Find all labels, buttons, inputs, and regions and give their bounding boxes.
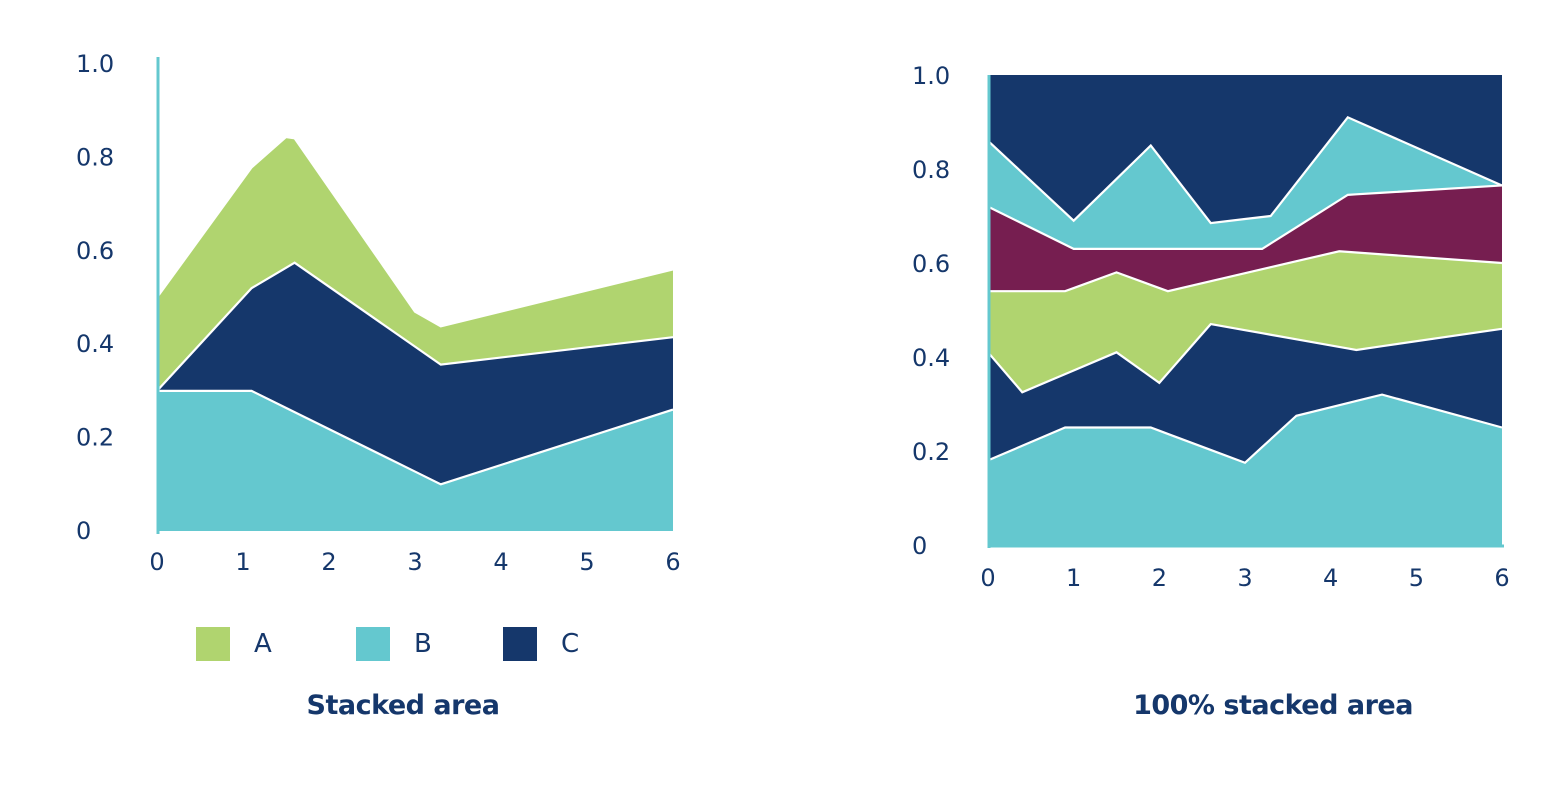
stacked-area-panel: 0 0.2 0.4 0.6 0.8 1.0 0 1 2 3 4 5 6 A B C Stacked ar… <box>0 0 780 808</box>
x-tick-label: 1 <box>235 548 250 576</box>
chart-title-percent-stacked-area: 100% stacked area <box>1133 690 1413 721</box>
stacked-area-chart: 0 0.2 0.4 0.6 0.8 1.0 0 1 2 3 4 5 6 <box>76 50 681 576</box>
series-boundary-line <box>987 322 1503 394</box>
x-tick-label: 0 <box>980 564 995 592</box>
area-series-a <box>157 137 673 391</box>
series-boundary-line <box>987 115 1503 225</box>
series-boundary-line <box>156 261 674 392</box>
legend-swatch-b <box>356 627 390 661</box>
series-boundary-line <box>987 393 1503 465</box>
legend-item-b: B <box>356 626 432 662</box>
x-tick-label: 2 <box>1152 564 1167 592</box>
series-boundary-line <box>987 184 1503 250</box>
legend-label-c: C <box>561 629 580 659</box>
x-tick-label: 4 <box>493 548 508 576</box>
x-tick-label: 2 <box>321 548 336 576</box>
band-2 <box>988 324 1502 463</box>
band-1 <box>988 394 1502 545</box>
y-tick-label: 0.2 <box>912 438 950 466</box>
series-boundary-line <box>988 250 1503 293</box>
x-tick-label: 6 <box>1494 564 1509 592</box>
band-5 <box>988 117 1502 249</box>
y-tick-label: 0 <box>912 532 927 560</box>
percent-stacked-area-chart: 0 0.2 0.4 0.6 0.8 1.0 0 1 2 3 4 5 6 <box>912 62 1510 592</box>
legend-label-b: B <box>414 629 432 659</box>
x-tick-label: 5 <box>1409 564 1424 592</box>
legend-item-a: A <box>196 626 272 662</box>
legend-swatch-a <box>196 627 230 661</box>
percent-stacked-area-panel: 0 0.2 0.4 0.6 0.8 1.0 0 1 2 3 4 5 6 100% stacked are… <box>780 0 1566 808</box>
legend-item-c: C <box>503 626 579 662</box>
band-3 <box>988 251 1502 393</box>
x-tick-label: 3 <box>407 548 422 576</box>
x-tick-label: 3 <box>1237 564 1252 592</box>
area-series-b <box>157 390 673 531</box>
chart-title-stacked-area: Stacked area <box>306 690 500 721</box>
y-tick-label: 0.6 <box>912 250 950 278</box>
x-tick-label: 1 <box>1066 564 1081 592</box>
x-tick-label: 4 <box>1323 564 1338 592</box>
y-tick-label: 0.8 <box>76 143 114 171</box>
y-tick-label: 0.8 <box>912 156 950 184</box>
legend-swatch-c <box>503 627 537 661</box>
y-tick-label: 1.0 <box>912 62 950 90</box>
series-boundary-line <box>156 135 674 328</box>
band-4 <box>988 185 1502 292</box>
band-6 <box>988 75 1502 224</box>
y-tick-label: 0.6 <box>76 237 114 265</box>
legend: A B C <box>0 626 780 666</box>
y-tick-label: 1.0 <box>76 50 114 78</box>
series-boundary-line <box>157 389 674 486</box>
x-tick-label: 0 <box>149 548 164 576</box>
y-tick-label: 0 <box>76 517 91 545</box>
x-tick-label: 5 <box>579 548 594 576</box>
x-tick-label: 6 <box>665 548 680 576</box>
area-series-c <box>157 262 673 485</box>
y-tick-label: 0.4 <box>912 344 950 372</box>
y-tick-label: 0.4 <box>76 330 114 358</box>
legend-label-a: A <box>254 629 272 659</box>
y-tick-label: 0.2 <box>76 424 114 452</box>
